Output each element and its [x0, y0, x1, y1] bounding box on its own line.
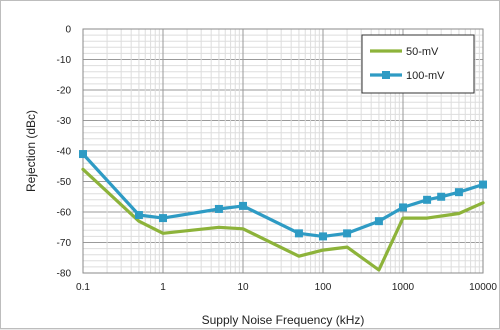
legend-label: 50-mV	[406, 46, 439, 58]
legend-label: 100-mV	[406, 70, 445, 82]
data-point-marker	[294, 229, 303, 238]
data-point-marker	[423, 195, 432, 204]
x-tick-label: 100	[315, 282, 332, 293]
data-point-marker	[79, 150, 87, 159]
legend-swatch-marker	[382, 71, 390, 79]
y-axis-title: Rejection (dBc)	[24, 110, 38, 192]
data-point-marker	[479, 180, 487, 189]
y-tick-label: -40	[57, 147, 72, 158]
x-tick-label: 10	[237, 282, 249, 293]
legend-box	[361, 34, 475, 94]
tick-labels: 0 -10 -20 -30 -40 -50 -60 -70 -80 0.1 1 10 100 1000 10…	[57, 25, 498, 294]
x-tick-label: 0.1	[76, 282, 90, 293]
y-tick-label: -80	[57, 269, 72, 280]
x-axis-title: Supply Noise Frequency (kHz)	[202, 313, 365, 327]
data-point-marker	[437, 192, 446, 201]
legend: 50-mV 100-mV	[361, 34, 475, 94]
data-point-marker	[399, 203, 407, 212]
data-point-marker	[214, 204, 223, 213]
series-line-1	[81, 167, 485, 272]
y-tick-label: -60	[57, 208, 72, 219]
y-tick-label: -30	[57, 116, 72, 127]
y-tick-label: -70	[57, 238, 72, 249]
data-point-marker	[454, 188, 463, 197]
y-tick-label: -10	[57, 55, 72, 66]
x-tick-label: 1	[160, 282, 166, 293]
series-lines	[79, 150, 487, 272]
data-point-marker	[134, 211, 143, 220]
y-tick-label: 0	[65, 25, 71, 36]
y-tick-label: -50	[57, 177, 72, 188]
y-tick-label: -20	[57, 86, 72, 97]
data-point-marker	[319, 232, 327, 241]
data-point-marker	[159, 214, 167, 223]
data-point-marker	[343, 229, 352, 238]
data-point-marker	[374, 217, 383, 226]
x-tick-label: 1000	[392, 282, 415, 293]
data-point-marker	[239, 201, 247, 210]
x-tick-label: 10000	[469, 282, 497, 293]
